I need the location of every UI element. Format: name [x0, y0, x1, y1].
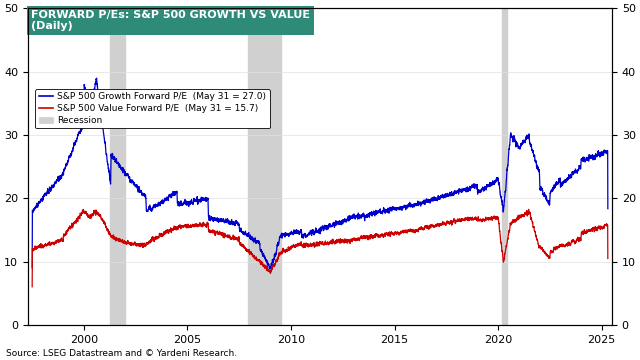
- Bar: [110, 8, 125, 325]
- Bar: [502, 8, 507, 325]
- Legend: S&P 500 Growth Forward P/E  (May 31 = 27.0), S&P 500 Value Forward P/E  (May 31 : S&P 500 Growth Forward P/E (May 31 = 27.…: [35, 89, 269, 129]
- Bar: [248, 8, 281, 325]
- Text: FORWARD P/Es: S&P 500 GROWTH VS VALUE
(Daily): FORWARD P/Es: S&P 500 GROWTH VS VALUE (D…: [31, 10, 310, 31]
- Text: Source: LSEG Datastream and © Yardeni Research.: Source: LSEG Datastream and © Yardeni Re…: [6, 349, 237, 358]
